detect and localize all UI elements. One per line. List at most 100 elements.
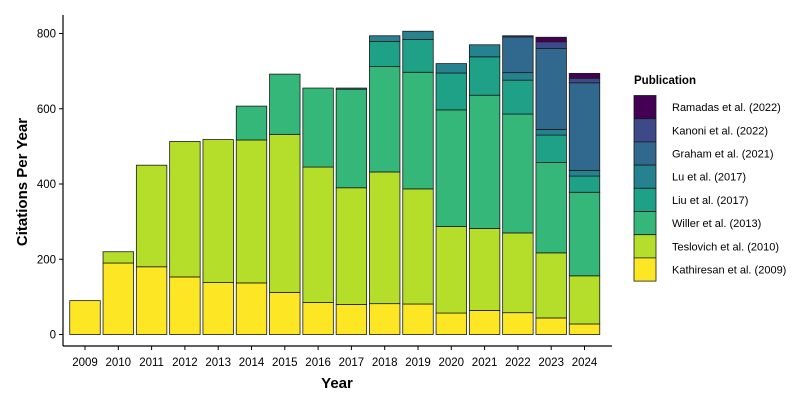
x-tick-label-2017: 2017 xyxy=(339,357,365,369)
x-tick-label-2022: 2022 xyxy=(505,357,531,369)
x-tick-label-2009: 2009 xyxy=(72,357,98,369)
bar-segment-2022-s1 xyxy=(502,232,534,314)
y-tick-label-800: 800 xyxy=(37,29,56,41)
bar-segment-2020-s3 xyxy=(435,72,467,111)
bar-segment-2023-s1 xyxy=(535,252,567,319)
legend-key-0 xyxy=(633,95,657,120)
bar-segment-2024-s4 xyxy=(568,170,601,177)
bar-segment-2021-s2 xyxy=(468,94,501,229)
bar-segment-2014-s2 xyxy=(235,105,268,141)
bar-segment-2015-s1 xyxy=(269,133,301,293)
legend-key-4 xyxy=(633,187,657,212)
bar-segment-2023-s7 xyxy=(535,36,567,43)
bar-segment-2018-s4 xyxy=(369,35,401,42)
bar-segment-2020-s2 xyxy=(435,109,467,227)
bar-segment-2012-s0 xyxy=(169,276,201,335)
bar-segment-2019-s1 xyxy=(402,188,434,305)
bar-segment-2017-s0 xyxy=(335,303,368,335)
bar-segment-2020-s4 xyxy=(435,63,467,74)
x-tick-label-2010: 2010 xyxy=(106,357,132,369)
bar-segment-2018-s0 xyxy=(369,303,401,335)
x-tick-label-2016: 2016 xyxy=(305,357,331,369)
legend-label-1: Kanoni et al. (2022) xyxy=(672,125,768,137)
bar-segment-2021-s0 xyxy=(468,310,501,335)
bar-segment-2021-s4 xyxy=(468,44,501,58)
x-tick-label-2019: 2019 xyxy=(405,357,431,369)
bar-segment-2024-s5 xyxy=(568,82,601,171)
bar-segment-2020-s1 xyxy=(435,226,467,314)
bar-segment-2016-s1 xyxy=(302,166,334,303)
y-tick-label-400: 400 xyxy=(37,179,56,191)
bar-segment-2023-s2 xyxy=(535,162,567,254)
bar-segment-2024-s3 xyxy=(568,175,601,193)
bar-segment-2018-s1 xyxy=(369,171,401,305)
y-tick-label-600: 600 xyxy=(37,104,56,116)
bar-segment-2016-s2 xyxy=(302,87,334,168)
bar-segment-2011-s1 xyxy=(135,164,168,268)
bar-segment-2019-s2 xyxy=(402,71,434,190)
axes-layer: 0 200 400 600 800 2009 2010 2011 2012 2013 2014 201… xyxy=(37,15,612,369)
bar-segment-2017-s3 xyxy=(335,87,368,90)
x-tick-label-2021: 2021 xyxy=(472,357,498,369)
x-tick-label-2024: 2024 xyxy=(572,357,598,369)
bar-segment-2015-s0 xyxy=(269,291,301,335)
legend-key-2 xyxy=(633,141,657,166)
y-tick-label-0: 0 xyxy=(50,330,56,342)
bar-segment-2014-s1 xyxy=(235,139,268,284)
bar-segment-2023-s6 xyxy=(535,41,567,49)
bar-segment-2011-s0 xyxy=(135,266,168,335)
bar-segment-2023-s5 xyxy=(535,48,567,130)
bar-segment-2012-s1 xyxy=(169,141,201,278)
legend-key-6 xyxy=(633,234,657,259)
legend-key-1 xyxy=(633,118,657,143)
legend-label-0: Ramadas et al. (2022) xyxy=(672,102,781,114)
bars-layer xyxy=(69,30,601,335)
bar-segment-2019-s4 xyxy=(402,30,434,40)
bar-segment-2015-s2 xyxy=(269,73,301,135)
bar-segment-2018-s2 xyxy=(369,66,401,173)
legend-label-3: Lu et al. (2017) xyxy=(672,172,746,184)
bar-segment-2019-s0 xyxy=(402,303,434,335)
x-tick-label-2014: 2014 xyxy=(239,357,265,369)
bar-segment-2013-s1 xyxy=(202,139,234,283)
x-axis-title: Year xyxy=(321,375,353,392)
bar-segment-2020-s0 xyxy=(435,312,467,335)
x-tick-label-2023: 2023 xyxy=(538,357,564,369)
bar-segment-2017-s2 xyxy=(335,88,368,189)
legend-label-4: Liu et al. (2017) xyxy=(672,195,748,207)
bar-segment-2022-s4 xyxy=(502,72,534,81)
bar-segment-2024-s6 xyxy=(568,77,601,84)
y-axis-title: Citations Per Year xyxy=(14,118,31,246)
bar-segment-2010-s0 xyxy=(102,262,134,335)
bar-segment-2024-s7 xyxy=(568,72,601,79)
x-tick-label-2013: 2013 xyxy=(205,357,231,369)
bar-segment-2021-s1 xyxy=(468,227,501,311)
bar-segment-2021-s3 xyxy=(468,56,501,96)
x-tick-label-2020: 2020 xyxy=(439,357,465,369)
x-tick-label-2015: 2015 xyxy=(272,357,298,369)
bar-segment-2022-s2 xyxy=(502,113,534,234)
bar-segment-2023-s4 xyxy=(535,129,567,136)
bar-segment-2022-s3 xyxy=(502,79,534,115)
bar-segment-2022-s0 xyxy=(502,312,534,335)
bar-segment-2013-s0 xyxy=(202,282,234,335)
bar-segment-2024-s0 xyxy=(568,323,601,335)
bar-segment-2022-s6 xyxy=(502,35,534,38)
bar-segment-2016-s0 xyxy=(302,302,334,335)
bar-segment-2009-s0 xyxy=(69,300,101,335)
legend-key-3 xyxy=(633,164,657,189)
legend: Publication Ramadas et al. (2022) Kanoni … xyxy=(633,75,786,282)
bar-segment-2019-s3 xyxy=(402,39,434,73)
bar-segment-2010-s1 xyxy=(102,251,134,264)
legend-label-7: Kathiresan et al. (2009) xyxy=(672,265,786,277)
bar-segment-2023-s3 xyxy=(535,134,567,163)
legend-title: Publication xyxy=(634,75,696,87)
legend-label-5: Willer et al. (2013) xyxy=(672,218,761,230)
legend-key-7 xyxy=(633,257,657,282)
bar-segment-2023-s0 xyxy=(535,317,567,335)
x-tick-label-2018: 2018 xyxy=(372,357,398,369)
bar-segment-2024-s2 xyxy=(568,191,601,277)
legend-label-6: Teslovich et al. (2010) xyxy=(672,241,779,253)
